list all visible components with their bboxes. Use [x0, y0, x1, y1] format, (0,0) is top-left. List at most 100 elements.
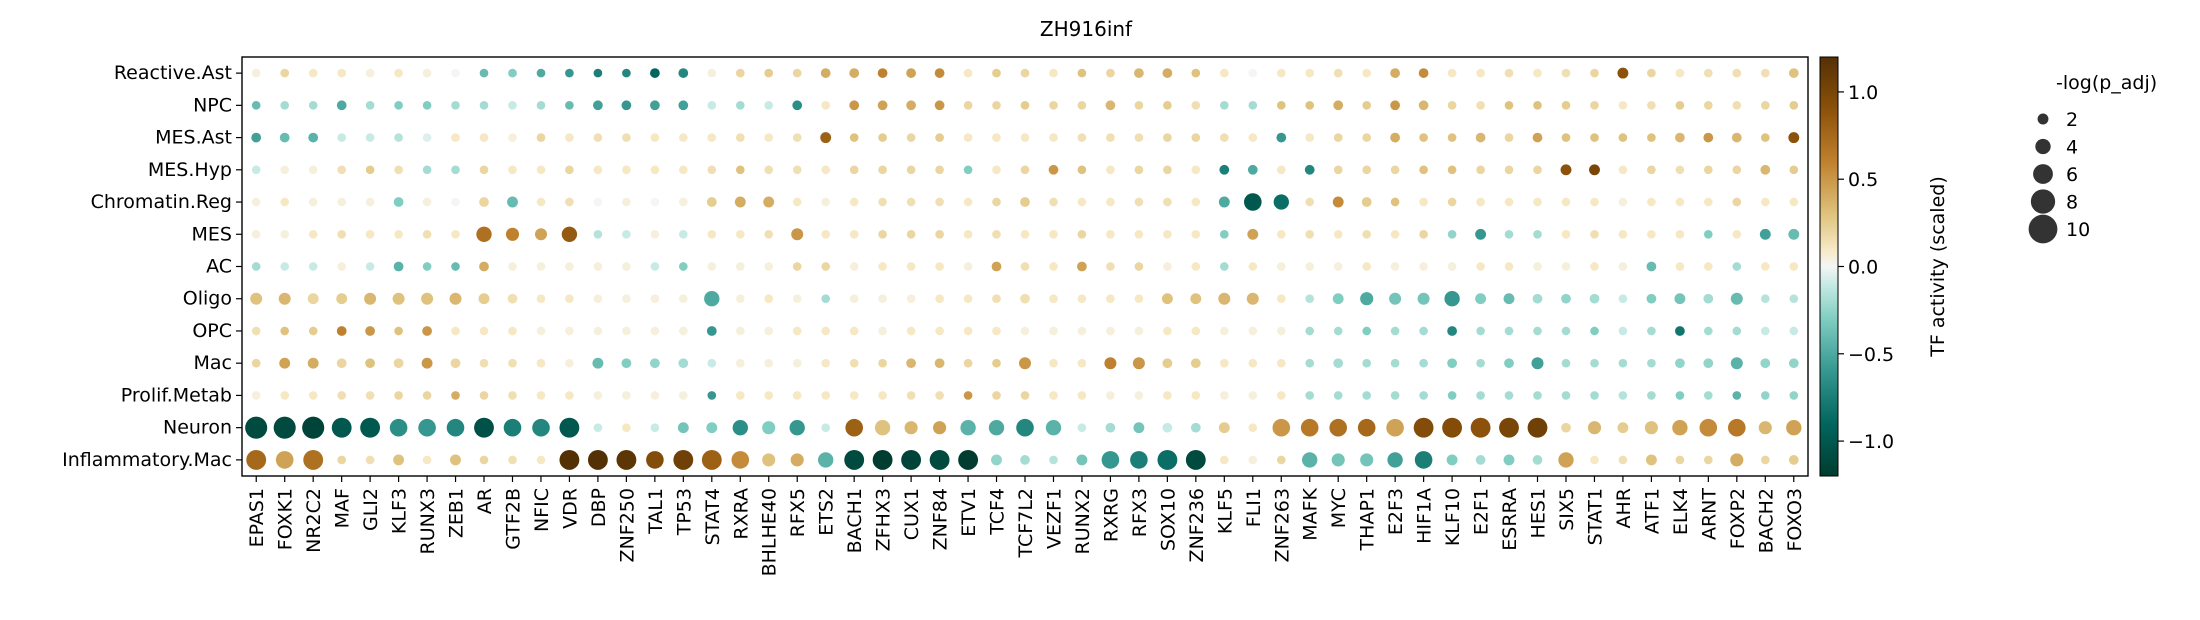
- dot: [1020, 326, 1030, 336]
- dot: [479, 165, 489, 175]
- dot: [1246, 292, 1259, 305]
- dot: [559, 417, 580, 438]
- dot: [1532, 455, 1543, 465]
- dot: [508, 455, 517, 465]
- size-legend-title: -log(p_adj): [2056, 72, 2157, 94]
- dot: [1045, 420, 1062, 436]
- dot: [650, 294, 660, 304]
- dot: [1618, 294, 1628, 304]
- dot: [336, 358, 347, 369]
- dot: [1361, 197, 1372, 207]
- dot: [678, 391, 688, 400]
- dot: [1077, 423, 1087, 433]
- dot: [1788, 455, 1799, 465]
- dot: [1248, 262, 1258, 271]
- dot: [1760, 391, 1770, 400]
- dot: [1049, 326, 1058, 336]
- dot: [1049, 68, 1058, 78]
- dot: [450, 358, 461, 369]
- dot: [246, 449, 267, 470]
- dot: [1475, 132, 1486, 143]
- size-legend-label: 10: [2066, 219, 2090, 241]
- dot: [1163, 262, 1172, 271]
- dot: [678, 262, 688, 271]
- dot: [935, 229, 944, 239]
- dot: [1760, 455, 1770, 465]
- dot: [508, 326, 517, 336]
- dot: [906, 197, 916, 207]
- dot: [935, 294, 944, 304]
- dot: [1191, 165, 1201, 175]
- dot: [507, 196, 518, 208]
- dot: [508, 358, 517, 368]
- dot: [1247, 228, 1259, 240]
- dot: [1561, 100, 1571, 110]
- dot: [1390, 229, 1400, 239]
- dot: [1106, 262, 1115, 271]
- dot: [1305, 197, 1315, 207]
- dot: [394, 229, 403, 239]
- dot: [1533, 68, 1542, 78]
- dot: [1333, 68, 1343, 78]
- dot: [508, 68, 517, 78]
- dot: [505, 227, 520, 241]
- dot: [365, 68, 375, 78]
- dot: [1589, 293, 1600, 304]
- dot: [792, 391, 802, 400]
- dot: [275, 451, 294, 469]
- dot: [707, 391, 717, 400]
- dot: [280, 326, 290, 336]
- dot: [251, 358, 261, 368]
- dot: [1789, 326, 1799, 336]
- x-tick-label: ZNF236: [1186, 488, 1208, 562]
- dot: [1163, 197, 1172, 207]
- dot: [280, 262, 290, 271]
- dot: [393, 454, 405, 466]
- dot: [1105, 100, 1116, 111]
- dot: [1305, 358, 1315, 368]
- dot: [1106, 326, 1115, 336]
- dot: [821, 262, 831, 271]
- x-tick-label: ATF1: [1641, 488, 1663, 534]
- size-legend-dot: [2030, 189, 2056, 214]
- dot: [1533, 165, 1542, 175]
- dot: [821, 100, 831, 110]
- dot: [906, 262, 916, 271]
- dot: [1419, 197, 1428, 207]
- dot: [1049, 391, 1058, 400]
- dot: [1134, 165, 1144, 175]
- dot: [849, 391, 859, 400]
- dot: [365, 391, 375, 400]
- dot: [273, 416, 296, 439]
- dot: [849, 326, 859, 336]
- size-legend-label: 4: [2066, 137, 2078, 159]
- dot: [901, 449, 922, 470]
- dot: [1475, 455, 1486, 465]
- dot: [365, 100, 375, 110]
- y-tick-label: Chromatin.Reg: [91, 191, 232, 213]
- dot: [1362, 229, 1372, 239]
- x-tick-label: RXRA: [730, 488, 752, 540]
- dot: [1731, 132, 1742, 143]
- dot: [1647, 68, 1656, 78]
- dot: [1646, 261, 1657, 272]
- dot: [1163, 165, 1172, 175]
- dot: [250, 292, 263, 305]
- dot: [1447, 68, 1457, 78]
- dot: [1248, 358, 1258, 368]
- dot: [508, 262, 517, 271]
- dot: [622, 68, 631, 78]
- dot: [701, 449, 722, 470]
- dot: [1789, 391, 1799, 400]
- dot: [337, 455, 347, 465]
- dot: [422, 391, 432, 400]
- dot: [508, 165, 517, 175]
- dot: [507, 293, 518, 304]
- dot: [878, 358, 887, 368]
- dot: [1475, 228, 1487, 240]
- dot: [678, 197, 688, 207]
- dot: [422, 455, 432, 465]
- x-tick-label: KLF10: [1442, 488, 1464, 546]
- dot: [1447, 391, 1457, 400]
- dot: [678, 358, 689, 369]
